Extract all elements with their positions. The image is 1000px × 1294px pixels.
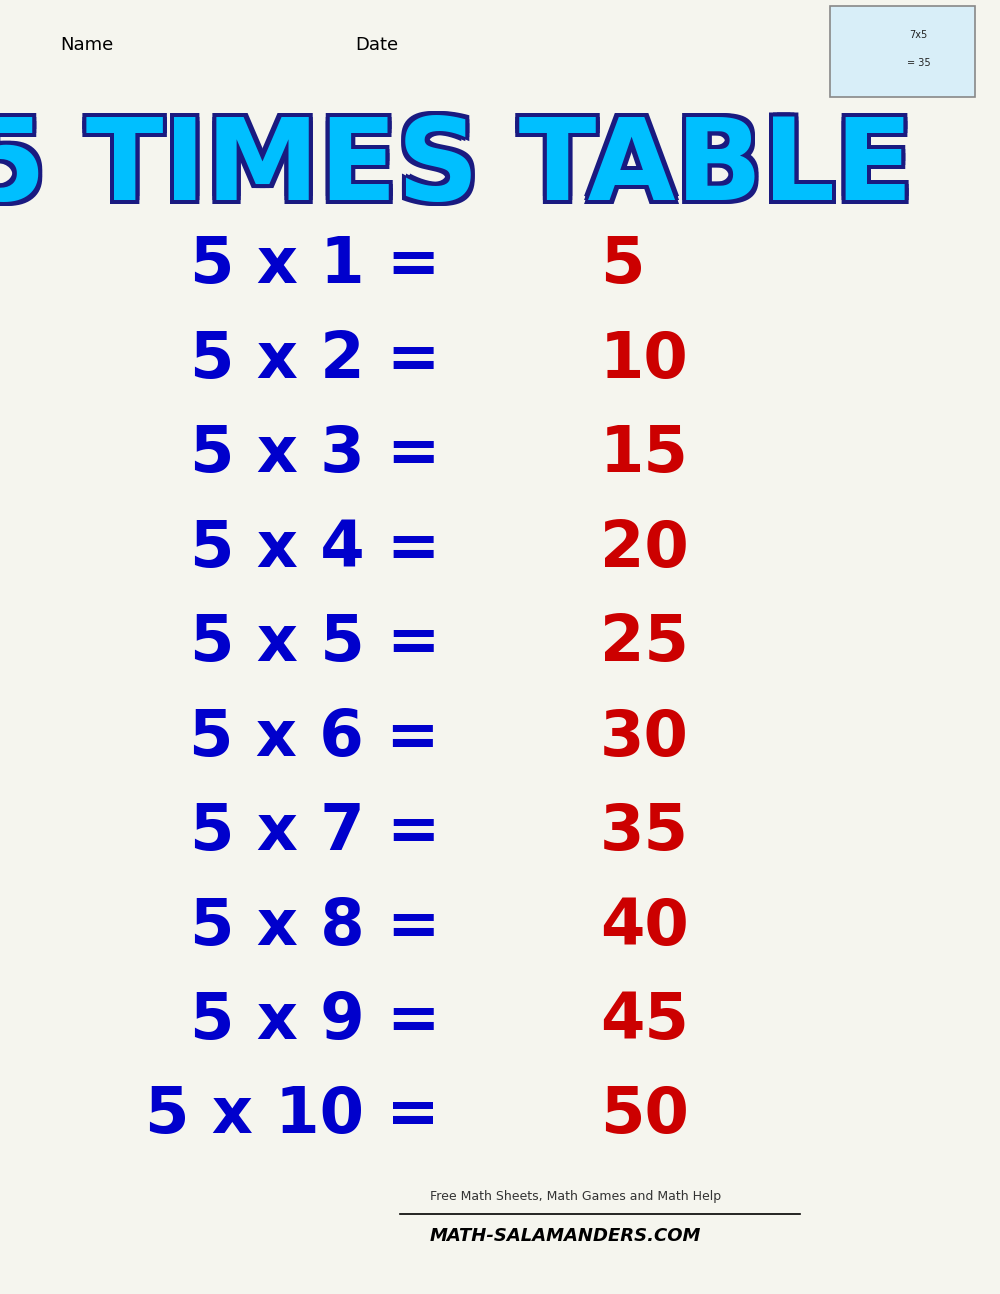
Text: 5 TIMES TABLE: 5 TIMES TABLE [0,115,910,226]
Text: 5 TIMES TABLE: 5 TIMES TABLE [0,113,917,224]
Text: 5 TIMES TABLE: 5 TIMES TABLE [0,109,917,220]
Text: 7x5: 7x5 [910,30,928,40]
Text: 5 x 6 =: 5 x 6 = [189,707,440,769]
Text: 5 x 9 =: 5 x 9 = [190,990,440,1052]
FancyBboxPatch shape [830,6,975,97]
Text: 5 TIMES TABLE: 5 TIMES TABLE [0,109,909,220]
Text: 5 TIMES TABLE: 5 TIMES TABLE [0,109,913,220]
Text: 5 x 4 =: 5 x 4 = [190,518,440,580]
Text: 15: 15 [600,423,689,485]
Text: Free Math Sheets, Math Games and Math Help: Free Math Sheets, Math Games and Math He… [430,1190,721,1203]
Text: 5 TIMES TABLE: 5 TIMES TABLE [0,116,917,228]
Text: 35: 35 [600,801,689,863]
Text: 5 TIMES TABLE: 5 TIMES TABLE [0,116,909,228]
Text: MATH-SALAMANDERS.COM: MATH-SALAMANDERS.COM [430,1227,701,1245]
Text: 5 x 1 =: 5 x 1 = [190,234,440,296]
Text: 50: 50 [600,1084,689,1146]
Text: 5 x 2 =: 5 x 2 = [190,329,440,391]
Text: Date: Date [355,36,398,54]
Text: 45: 45 [600,990,689,1052]
Text: Name: Name [60,36,113,54]
Text: 5 x 5 =: 5 x 5 = [190,612,440,674]
Text: 5 x 8 =: 5 x 8 = [190,895,440,958]
Text: 5 x 10 =: 5 x 10 = [145,1084,440,1146]
Text: 5 TIMES TABLE: 5 TIMES TABLE [0,110,916,221]
Text: 5 x 7 =: 5 x 7 = [190,801,440,863]
Text: 5: 5 [600,234,644,296]
Text: 5 TIMES TABLE: 5 TIMES TABLE [0,115,916,226]
Text: 5 TIMES TABLE: 5 TIMES TABLE [0,113,913,224]
Text: 5 TIMES TABLE: 5 TIMES TABLE [0,110,910,221]
Text: 10: 10 [600,329,689,391]
Text: 5 x 3 =: 5 x 3 = [190,423,440,485]
Text: 5 TIMES TABLE: 5 TIMES TABLE [0,116,913,228]
Text: 20: 20 [600,518,689,580]
Text: 5 TIMES TABLE: 5 TIMES TABLE [0,113,909,224]
Text: 30: 30 [600,707,689,769]
Text: 40: 40 [600,895,689,958]
Text: = 35: = 35 [907,58,931,69]
Text: 25: 25 [600,612,689,674]
